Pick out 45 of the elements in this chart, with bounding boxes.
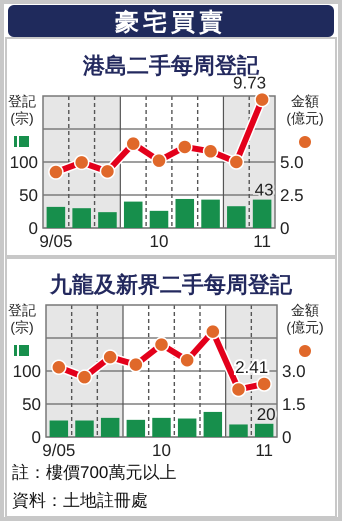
bar [124, 202, 142, 228]
bar [72, 208, 91, 228]
bar [152, 418, 171, 437]
text: 資料：土地註冊處 [12, 491, 148, 510]
x-tick-label: 10 [150, 232, 168, 251]
y-axis-title: 登記 (宗) [8, 302, 36, 335]
bar [254, 424, 274, 437]
y-tick-label: 50 [22, 395, 41, 414]
data-label: 20 [256, 404, 276, 424]
x-tick-label: 11 [255, 441, 273, 460]
bar [50, 420, 68, 437]
y-tick-label: 0 [32, 428, 41, 447]
y2-tick-label: 0 [280, 219, 290, 238]
y-tick-label: 100 [12, 362, 41, 381]
x-tick-label: 11 [253, 232, 271, 251]
bar [252, 200, 272, 228]
y2-tick-label: 5.0 [280, 153, 304, 172]
y2-axis-title: 金額 (億元) [286, 93, 324, 126]
y-axis-title: 登記 (宗) [8, 93, 36, 126]
bar [178, 418, 196, 437]
bar [176, 198, 194, 228]
bar [126, 420, 146, 437]
y-tick-label: 100 [10, 153, 38, 172]
bar [150, 210, 168, 228]
x-tick-label: 9/05 [42, 441, 76, 460]
bar [204, 412, 222, 437]
bar [75, 420, 94, 437]
bar [98, 212, 117, 228]
text: 豪宅買賣 [115, 8, 227, 36]
x-tick-label: 10 [152, 441, 171, 460]
bar [46, 206, 66, 228]
x-tick-label: 9/05 [39, 232, 72, 251]
bar [201, 200, 220, 228]
bar [100, 418, 120, 437]
chart-title: 九龍及新界二手每周登記 [49, 272, 293, 297]
y2-tick-label: 2.5 [280, 186, 304, 205]
y2-tick-label: 1.5 [282, 395, 306, 414]
y2-axis-title: 金額 (億元) [286, 302, 324, 335]
bar [229, 424, 248, 437]
y-tick-label: 0 [28, 219, 38, 238]
y2-tick-label: 3.0 [282, 362, 306, 381]
y-tick-label: 50 [19, 186, 38, 205]
bar [227, 206, 246, 228]
y2-tick-label: 0 [282, 428, 292, 447]
text: 註：樓價700萬元以上 [12, 463, 176, 482]
